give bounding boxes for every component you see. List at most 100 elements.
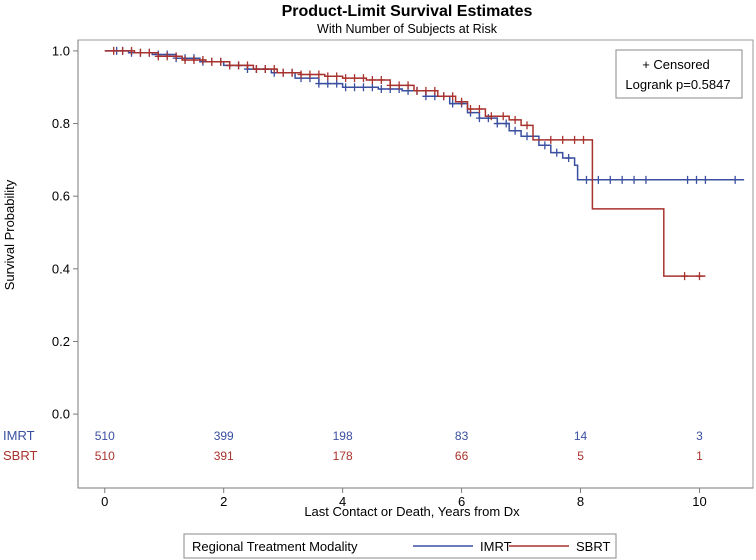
censor-mark-sbrt	[571, 135, 579, 144]
censor-mark-sbrt	[559, 135, 567, 144]
x-tick-label: 6	[458, 494, 465, 509]
censor-mark-imrt	[342, 83, 350, 92]
risk-row-label-sbrt: SBRT	[3, 448, 37, 463]
censor-mark-imrt	[359, 83, 367, 92]
censor-mark-sbrt	[243, 61, 251, 70]
x-tick-label: 8	[577, 494, 584, 509]
censor-mark-sbrt	[261, 65, 269, 74]
censor-mark-sbrt	[128, 46, 136, 55]
censor-mark-sbrt	[190, 55, 198, 64]
censor-mark-sbrt	[145, 48, 153, 57]
censor-mark-sbrt	[422, 86, 430, 95]
y-tick-label: 0.4	[52, 261, 70, 276]
risk-table: IMRT 510 399 198 83 14 3 SBRT 510 391 178 66 5 1	[3, 428, 703, 463]
censor-mark-sbrt	[475, 105, 483, 114]
censor-mark-sbrt	[351, 74, 359, 83]
censor-mark-sbrt	[154, 52, 162, 61]
risk-count-sbrt: 5	[577, 449, 584, 463]
series-layer	[104, 46, 745, 281]
censor-mark-sbrt	[324, 72, 332, 81]
x-tick-label: 4	[339, 494, 346, 509]
risk-count-imrt: 83	[455, 429, 469, 443]
y-axis-label: Survival Probability	[2, 179, 17, 290]
plot-frame	[77, 39, 754, 489]
censor-mark-sbrt	[359, 74, 367, 83]
censor-mark-sbrt	[377, 75, 385, 84]
censor-mark-imrt	[368, 83, 376, 92]
chart-title: Product-Limit Survival Estimates	[282, 3, 533, 20]
risk-count-imrt: 510	[95, 429, 115, 443]
legend-title: Regional Treatment Modality	[192, 539, 358, 554]
censor-mark-sbrt	[404, 81, 412, 90]
censor-mark-sbrt	[368, 75, 376, 84]
censor-mark-imrt	[594, 175, 602, 184]
censor-mark-sbrt	[449, 92, 457, 101]
censor-mark-sbrt	[163, 52, 171, 61]
censor-mark-sbrt	[181, 55, 189, 64]
censor-mark-sbrt	[306, 70, 314, 79]
censor-mark-sbrt	[288, 68, 296, 77]
risk-count-imrt: 14	[574, 429, 588, 443]
x-tick-label: 10	[692, 494, 706, 509]
censor-mark-sbrt	[217, 57, 225, 66]
censor-mark-imrt	[642, 175, 650, 184]
censor-mark-imrt	[701, 175, 709, 184]
risk-count-sbrt: 1	[696, 449, 703, 463]
censor-mark-sbrt	[136, 48, 144, 57]
y-tick-label: 0.2	[52, 334, 70, 349]
censor-mark-imrt	[523, 132, 531, 141]
censor-mark-sbrt	[226, 61, 234, 70]
risk-count-imrt: 399	[214, 429, 234, 443]
legend-imrt-label: IMRT	[480, 539, 512, 554]
censor-mark-imrt	[606, 175, 614, 184]
censor-mark-sbrt	[467, 105, 475, 114]
x-tick-label: 2	[220, 494, 227, 509]
censor-mark-sbrt	[270, 65, 278, 74]
censor-mark-sbrt	[386, 81, 394, 90]
censor-mark-sbrt	[119, 46, 127, 55]
censor-mark-imrt	[684, 175, 692, 184]
censor-mark-sbrt	[431, 86, 439, 95]
censor-mark-imrt	[315, 79, 323, 88]
censor-mark-sbrt	[695, 272, 703, 281]
censor-mark-sbrt	[315, 70, 323, 79]
censor-mark-imrt	[553, 148, 561, 157]
censor-mark-sbrt	[252, 65, 260, 74]
risk-count-imrt: 3	[696, 429, 703, 443]
survival-curve-sbrt	[104, 50, 706, 277]
censor-mark-imrt	[630, 175, 638, 184]
censor-mark-imrt	[693, 175, 701, 184]
logrank-label: Logrank p=0.5847	[625, 77, 730, 92]
censor-mark-sbrt	[523, 121, 531, 130]
censor-mark-sbrt	[342, 74, 350, 83]
censor-mark-imrt	[618, 175, 626, 184]
censor-mark-imrt	[351, 83, 359, 92]
y-tick-label: 0.6	[52, 189, 70, 204]
y-tick-label: 0.8	[52, 116, 70, 131]
censor-mark-imrt	[449, 99, 457, 108]
censor-mark-sbrt	[110, 46, 118, 55]
censor-mark-sbrt	[333, 72, 341, 81]
censor-mark-sbrt	[458, 97, 466, 106]
risk-count-sbrt: 510	[95, 449, 115, 463]
risk-count-sbrt: 66	[455, 449, 469, 463]
censor-mark-sbrt	[199, 55, 207, 64]
censor-mark-sbrt	[511, 115, 519, 124]
risk-count-sbrt: 178	[333, 449, 353, 463]
censor-mark-sbrt	[580, 135, 588, 144]
censor-mark-sbrt	[395, 81, 403, 90]
censor-mark-imrt	[582, 175, 590, 184]
censor-mark-imrt	[731, 175, 739, 184]
censor-mark-sbrt	[681, 272, 689, 281]
censor-mark-imrt	[475, 114, 483, 123]
x-tick-label: 0	[101, 494, 108, 509]
censor-mark-imrt	[502, 119, 510, 128]
censor-mark-imrt	[565, 154, 573, 163]
y-axis: 0.0 0.2 0.4 0.6 0.8 1.0	[52, 40, 79, 488]
censor-mark-imrt	[541, 141, 549, 150]
censor-mark-sbrt	[440, 92, 448, 101]
censor-mark-sbrt	[499, 112, 507, 121]
risk-row-label-imrt: IMRT	[3, 428, 35, 443]
legend-sbrt-label: SBRT	[576, 539, 610, 554]
